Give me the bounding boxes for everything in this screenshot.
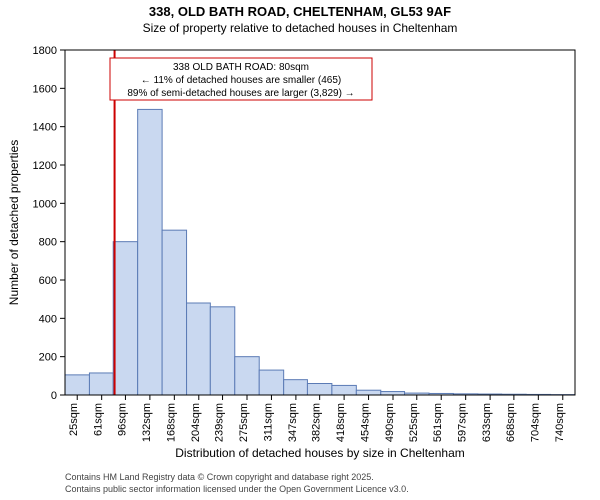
x-axis-tick-label: 168sqm <box>165 403 177 442</box>
y-axis-tick-label: 200 <box>39 352 57 364</box>
x-axis-tick-label: 597sqm <box>457 403 469 442</box>
x-axis-tick-label: 704sqm <box>529 403 541 442</box>
histogram-bar <box>65 375 89 395</box>
annotation-line3: 89% of semi-detached houses are larger (… <box>127 88 354 99</box>
x-axis-tick-label: 275sqm <box>238 403 250 442</box>
y-axis-tick-label: 1200 <box>33 160 57 172</box>
y-axis-tick-label: 1800 <box>33 45 57 57</box>
x-axis-tick-label: 61sqm <box>93 403 105 436</box>
footer-line1: Contains HM Land Registry data © Crown c… <box>65 472 374 482</box>
chart-container: 338, OLD BATH ROAD, CHELTENHAM, GL53 9AF… <box>0 0 600 500</box>
x-axis-tick-label: 490sqm <box>384 403 396 442</box>
histogram-bar <box>356 390 380 395</box>
annotation-line1: 338 OLD BATH ROAD: 80sqm <box>173 62 309 73</box>
y-axis-tick-label: 1600 <box>33 83 57 95</box>
x-axis-tick-label: 96sqm <box>116 403 128 436</box>
x-axis-tick-label: 633sqm <box>481 403 493 442</box>
histogram-bar <box>381 392 405 395</box>
x-axis-tick-label: 454sqm <box>360 403 372 442</box>
y-axis-tick-label: 400 <box>39 313 57 325</box>
y-axis-title: Number of detached properties <box>7 140 21 305</box>
histogram-bar <box>235 357 259 395</box>
x-axis-tick-label: 561sqm <box>432 403 444 442</box>
x-axis-title: Distribution of detached houses by size … <box>175 446 465 460</box>
histogram-bar <box>307 384 331 396</box>
histogram-bar <box>210 307 234 395</box>
histogram-bar <box>332 385 356 395</box>
histogram-bar <box>284 380 308 395</box>
x-axis-tick-label: 204sqm <box>190 403 202 442</box>
x-axis-tick-label: 382sqm <box>311 403 323 442</box>
histogram-bar <box>138 109 162 395</box>
y-axis-tick-label: 1400 <box>33 122 57 134</box>
histogram-bar <box>187 303 211 395</box>
annotation-line2: ← 11% of detached houses are smaller (46… <box>141 75 341 86</box>
x-axis-tick-label: 25sqm <box>68 403 80 436</box>
x-axis-tick-label: 740sqm <box>554 403 566 442</box>
x-axis-tick-label: 132sqm <box>141 403 153 442</box>
y-axis-tick-label: 800 <box>39 237 57 249</box>
x-axis-tick-label: 525sqm <box>408 403 420 442</box>
histogram-bar <box>113 242 137 395</box>
footer-line2: Contains public sector information licen… <box>65 484 409 494</box>
y-axis-tick-label: 600 <box>39 275 57 287</box>
y-axis-tick-label: 0 <box>51 390 57 402</box>
x-axis-tick-label: 239sqm <box>214 403 226 442</box>
chart-title-line2: Size of property relative to detached ho… <box>143 21 458 35</box>
histogram-bar <box>89 373 113 395</box>
x-axis-tick-label: 311sqm <box>262 403 274 441</box>
chart-title-line1: 338, OLD BATH ROAD, CHELTENHAM, GL53 9AF <box>149 4 451 19</box>
histogram-bar <box>259 370 283 395</box>
x-axis-tick-label: 418sqm <box>335 403 347 442</box>
x-axis-tick-label: 668sqm <box>505 403 517 442</box>
histogram-bar <box>162 230 186 395</box>
x-axis-tick-label: 347sqm <box>287 403 299 442</box>
chart-svg: 338, OLD BATH ROAD, CHELTENHAM, GL53 9AF… <box>0 0 600 500</box>
y-axis-tick-label: 1000 <box>33 198 57 210</box>
